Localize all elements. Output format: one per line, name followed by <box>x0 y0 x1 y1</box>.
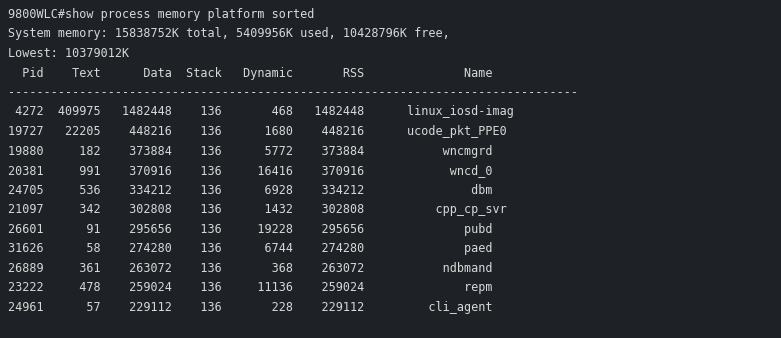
Text: 24961      57    229112    136       228    229112         cli_agent: 24961 57 229112 136 228 229112 cli_agent <box>8 300 493 314</box>
Text: 21097     342    302808    136      1432    302808          cpp_cp_svr: 21097 342 302808 136 1432 302808 cpp_cp_… <box>8 203 507 216</box>
Text: Pid    Text      Data  Stack   Dynamic       RSS              Name: Pid Text Data Stack Dynamic RSS Name <box>8 67 493 79</box>
Text: Lowest: 10379012K: Lowest: 10379012K <box>8 47 129 60</box>
Text: System memory: 15838752K total, 5409956K used, 10428796K free,: System memory: 15838752K total, 5409956K… <box>8 27 450 41</box>
Text: 20381     991    370916    136     16416    370916            wncd_0: 20381 991 370916 136 16416 370916 wncd_0 <box>8 164 493 177</box>
Text: 26601      91    295656    136     19228    295656              pubd: 26601 91 295656 136 19228 295656 pubd <box>8 222 493 236</box>
Text: 19727   22205    448216    136      1680    448216      ucode_pkt_PPE0: 19727 22205 448216 136 1680 448216 ucode… <box>8 125 507 138</box>
Text: 19880     182    373884    136      5772    373884           wncmgrd: 19880 182 373884 136 5772 373884 wncmgrd <box>8 145 493 158</box>
Text: 4272  409975   1482448    136       468   1482448      linux_iosd-imag: 4272 409975 1482448 136 468 1482448 linu… <box>8 105 514 119</box>
Text: --------------------------------------------------------------------------------: ----------------------------------------… <box>8 86 578 99</box>
Text: 26889     361    263072    136       368    263072           ndbmand: 26889 361 263072 136 368 263072 ndbmand <box>8 262 493 274</box>
Text: 9800WLC#show process memory platform sorted: 9800WLC#show process memory platform sor… <box>8 8 315 21</box>
Text: 24705     536    334212    136      6928    334212               dbm: 24705 536 334212 136 6928 334212 dbm <box>8 184 493 196</box>
Text: 23222     478    259024    136     11136    259024              repm: 23222 478 259024 136 11136 259024 repm <box>8 281 493 294</box>
Text: 31626      58    274280    136      6744    274280              paed: 31626 58 274280 136 6744 274280 paed <box>8 242 493 255</box>
